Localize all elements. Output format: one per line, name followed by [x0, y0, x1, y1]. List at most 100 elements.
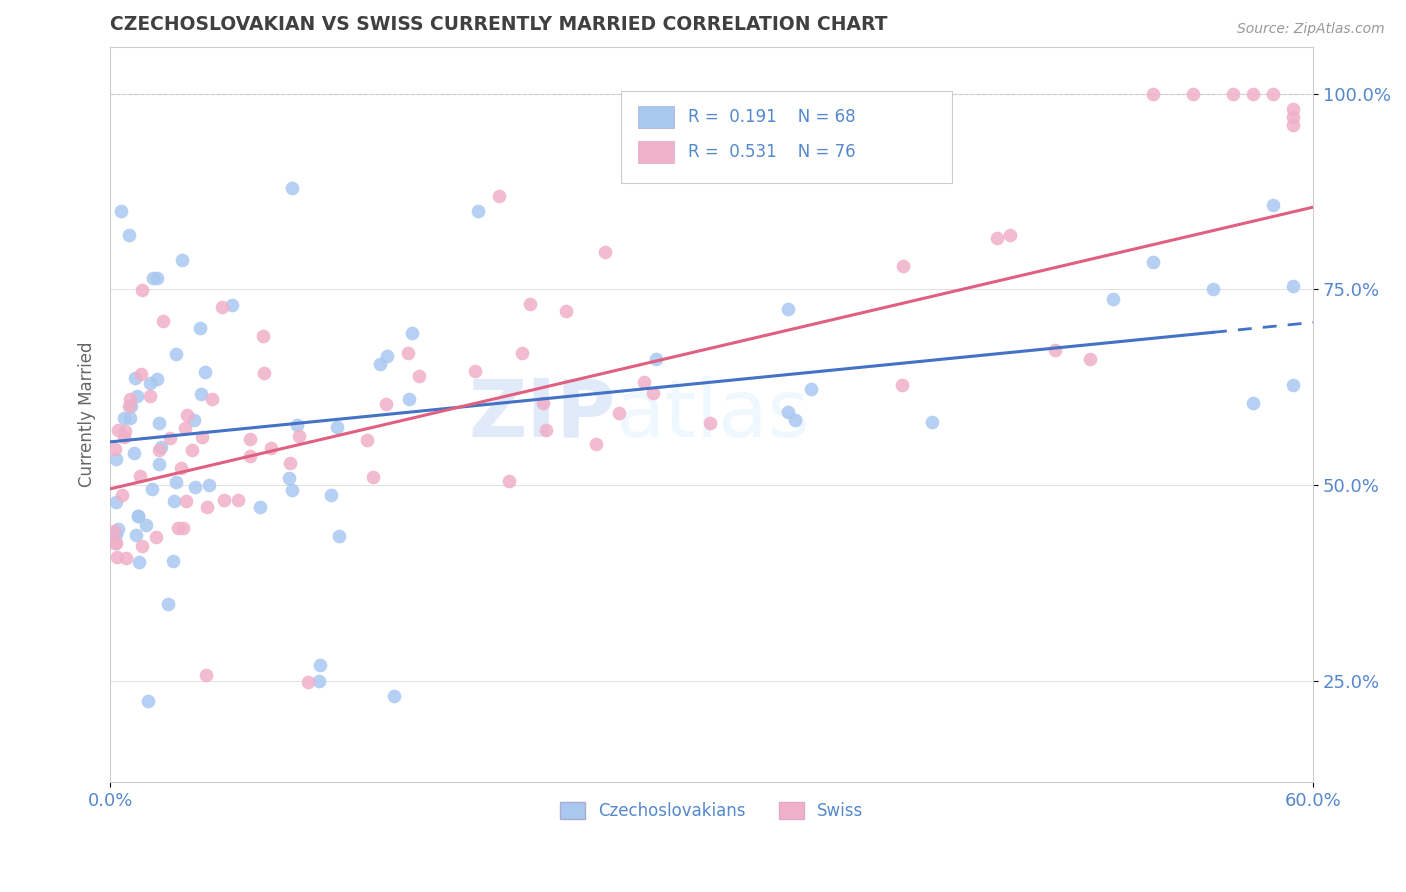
- Point: [396, 346, 419, 360]
- Point: [129, 469, 152, 483]
- Point: [190, 386, 212, 401]
- Point: [103, 524, 125, 538]
- Point: [585, 437, 607, 451]
- Point: [127, 509, 149, 524]
- Point: [778, 405, 800, 419]
- Point: [1101, 292, 1123, 306]
- FancyBboxPatch shape: [638, 105, 675, 128]
- Point: [139, 389, 162, 403]
- Point: [519, 296, 541, 310]
- Point: [176, 408, 198, 422]
- Point: [156, 597, 179, 611]
- Point: [174, 494, 197, 508]
- Text: ZIP: ZIP: [468, 376, 616, 453]
- Point: [105, 549, 128, 564]
- Point: [152, 314, 174, 328]
- Point: [136, 693, 159, 707]
- Point: [510, 346, 533, 360]
- Point: [131, 283, 153, 297]
- Point: [1241, 396, 1264, 410]
- Point: [170, 253, 193, 268]
- Point: [1282, 103, 1305, 117]
- Point: [214, 493, 236, 508]
- Point: [326, 419, 349, 434]
- Point: [328, 528, 350, 542]
- Point: [1263, 87, 1285, 101]
- Point: [122, 446, 145, 460]
- Point: [195, 500, 218, 515]
- Point: [146, 270, 169, 285]
- Text: CZECHOSLOVAKIAN VS SWISS CURRENTLY MARRIED CORRELATION CHART: CZECHOSLOVAKIAN VS SWISS CURRENTLY MARRI…: [110, 15, 887, 34]
- Point: [593, 244, 616, 259]
- Point: [382, 690, 405, 704]
- Point: [105, 526, 128, 541]
- Point: [239, 450, 262, 464]
- Point: [110, 204, 132, 219]
- Point: [1202, 282, 1225, 296]
- Point: [1222, 87, 1244, 101]
- Point: [285, 418, 308, 433]
- Point: [776, 302, 799, 317]
- Point: [249, 500, 271, 514]
- Point: [138, 376, 160, 390]
- Point: [112, 411, 135, 425]
- Point: [148, 457, 170, 471]
- Point: [141, 483, 163, 497]
- Point: [288, 429, 311, 443]
- Point: [190, 430, 212, 444]
- Point: [104, 536, 127, 550]
- Point: [986, 231, 1008, 245]
- Point: [278, 471, 301, 485]
- FancyBboxPatch shape: [621, 91, 952, 183]
- Point: [125, 389, 148, 403]
- Point: [118, 399, 141, 413]
- Point: [104, 535, 127, 549]
- Point: [201, 392, 224, 407]
- Point: [127, 509, 149, 524]
- Point: [321, 488, 343, 502]
- Point: [128, 555, 150, 569]
- Point: [120, 392, 142, 406]
- Point: [281, 180, 304, 194]
- Point: [188, 321, 211, 335]
- Legend: Czechoslovakians, Swiss: Czechoslovakians, Swiss: [553, 796, 870, 827]
- Point: [1043, 343, 1066, 357]
- Point: [645, 352, 668, 367]
- Point: [783, 413, 806, 427]
- Point: [398, 392, 420, 406]
- Point: [167, 521, 190, 535]
- FancyBboxPatch shape: [638, 141, 675, 163]
- Point: [536, 423, 558, 437]
- Y-axis label: Currently Married: Currently Married: [79, 342, 96, 487]
- Point: [408, 368, 430, 383]
- Point: [309, 657, 332, 672]
- Point: [145, 372, 167, 386]
- Point: [464, 363, 486, 377]
- Point: [260, 441, 283, 455]
- Point: [555, 304, 578, 318]
- Point: [375, 349, 398, 363]
- Point: [184, 480, 207, 494]
- Point: [114, 424, 136, 438]
- Point: [239, 432, 262, 446]
- Point: [105, 495, 128, 509]
- Text: R =  0.531    N = 76: R = 0.531 N = 76: [688, 143, 855, 161]
- Point: [165, 347, 187, 361]
- Point: [800, 382, 823, 396]
- Point: [148, 442, 170, 457]
- Point: [1142, 87, 1164, 101]
- Point: [149, 440, 172, 454]
- Text: atlas: atlas: [616, 376, 810, 453]
- Point: [194, 365, 217, 379]
- Point: [145, 530, 167, 544]
- Point: [1241, 87, 1264, 101]
- Point: [699, 416, 721, 430]
- Point: [1282, 118, 1305, 132]
- Point: [253, 366, 276, 380]
- Point: [120, 411, 142, 425]
- Point: [162, 554, 184, 568]
- Point: [401, 326, 423, 341]
- Point: [1000, 228, 1022, 243]
- Point: [163, 493, 186, 508]
- Text: R =  0.191    N = 68: R = 0.191 N = 68: [688, 108, 855, 126]
